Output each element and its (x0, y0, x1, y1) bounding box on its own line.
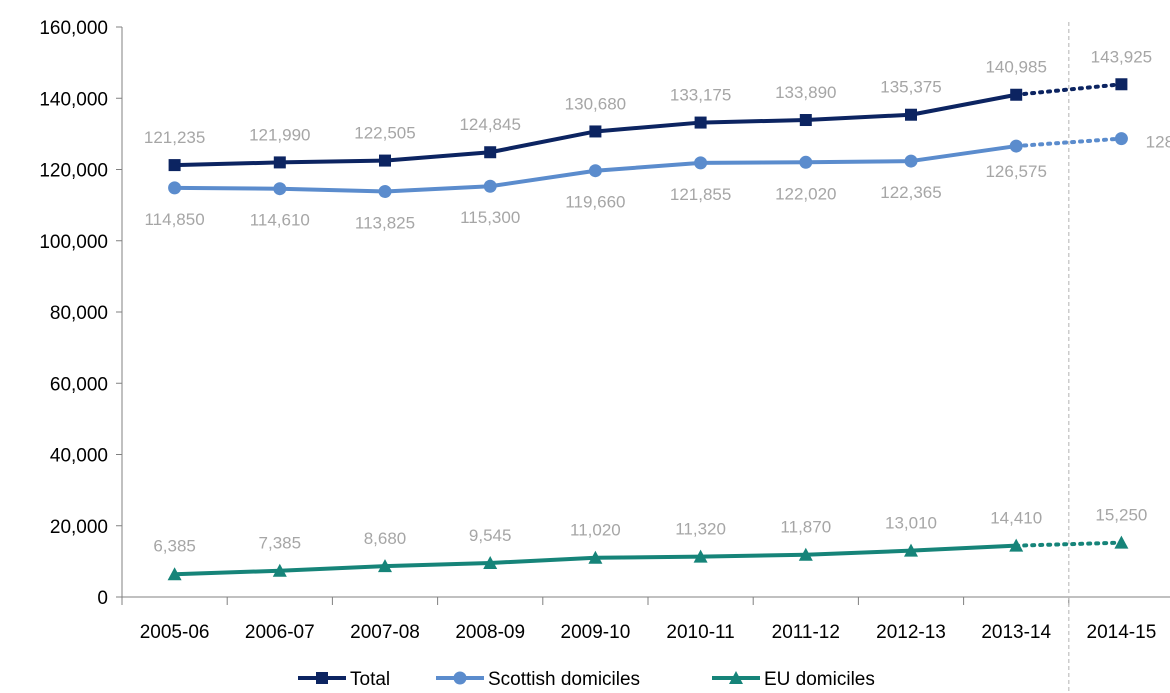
data-label: 11,320 (675, 520, 726, 539)
scottish-marker (273, 182, 287, 196)
data-label: 121,855 (670, 185, 731, 204)
y-tick-label: 160,000 (39, 18, 108, 39)
scottish-marker (799, 155, 813, 169)
total-marker (905, 108, 917, 121)
y-tick-label: 60,000 (50, 374, 108, 395)
data-label: 143,925 (1091, 47, 1152, 66)
data-label: 114,850 (144, 210, 204, 229)
y-tick-label: 100,000 (39, 232, 108, 253)
scottish-marker (168, 181, 182, 195)
data-label: 15,250 (1095, 506, 1147, 525)
data-label: 122,505 (354, 124, 415, 143)
data-label: 7,385 (259, 534, 302, 553)
data-label: 115,300 (460, 208, 520, 227)
x-tick-label: 2009-10 (561, 622, 631, 643)
y-tick-label: 80,000 (50, 303, 108, 324)
total-marker (273, 156, 286, 169)
eu-marker (483, 555, 498, 569)
data-label: 11,020 (570, 521, 621, 540)
total-marker (379, 154, 391, 167)
total-marker (1010, 88, 1023, 101)
legend-label: EU domiciles (764, 669, 875, 690)
data-label: 121,235 (144, 128, 205, 147)
legend-square-marker (316, 672, 328, 684)
data-label: 140,985 (985, 58, 1046, 77)
series-projection-1 (1014, 136, 1124, 149)
x-tick-label: 2008-09 (455, 622, 525, 643)
scottish-marker (1009, 139, 1023, 153)
data-label: 126,575 (985, 162, 1046, 181)
total-marker (799, 114, 812, 127)
legend-triangle-marker (729, 671, 743, 684)
x-tick-label: 2007-08 (350, 622, 420, 643)
x-tick-label: 2010-11 (666, 622, 734, 643)
total-marker (1115, 78, 1128, 91)
scottish-marker (1114, 132, 1128, 146)
data-label: 11,870 (780, 518, 831, 537)
legend-circle-marker (453, 671, 467, 685)
data-label: 128,675 (1146, 133, 1170, 152)
data-label: 113,825 (355, 213, 415, 232)
scottish-marker (694, 156, 708, 170)
data-label: 124,845 (459, 115, 520, 134)
legend: Total Scottish domiciles EU domiciles (298, 669, 875, 690)
eu-marker (798, 547, 813, 561)
series-lines (174, 82, 1124, 577)
scottish-marker (904, 154, 918, 168)
series-projection-0 (1014, 82, 1124, 97)
data-label: 6,385 (153, 536, 196, 555)
data-label: 14,410 (990, 509, 1042, 528)
scottish-marker (588, 164, 602, 178)
eu-marker (588, 550, 603, 564)
eu-marker (904, 543, 918, 557)
data-label: 130,680 (565, 94, 626, 113)
scottish-marker (378, 184, 392, 198)
data-label: 8,680 (364, 529, 407, 548)
data-label: 133,890 (775, 83, 836, 102)
eu-marker (693, 549, 708, 563)
y-tick-label: 120,000 (39, 161, 108, 182)
series-markers (167, 78, 1129, 581)
eu-marker (167, 567, 182, 581)
scottish-marker (483, 179, 497, 193)
x-tick-label: 2006-07 (245, 622, 315, 643)
y-tick-label: 0 (97, 588, 108, 609)
x-tick-label: 2011-12 (772, 622, 840, 643)
data-label: 119,660 (565, 193, 625, 212)
data-label: 122,020 (775, 184, 836, 203)
data-label: 135,375 (880, 78, 941, 97)
data-label: 122,365 (880, 183, 941, 202)
legend-label: Total (350, 669, 390, 690)
data-label: 9,545 (469, 526, 512, 545)
data-label: 114,610 (250, 211, 310, 230)
data-label: 13,010 (885, 514, 937, 533)
x-tick-label: 2005-06 (140, 622, 210, 643)
x-tick-label: 2014-15 (1087, 622, 1157, 643)
total-marker (589, 125, 602, 138)
legend-label: Scottish domiciles (488, 669, 640, 690)
axes: 0 20,000 40,000 60,000 80,000 100,000 120,000 1… (39, 18, 1170, 693)
total-marker (484, 146, 497, 159)
x-tick-label: 2012-13 (876, 622, 946, 643)
total-marker (694, 116, 707, 129)
total-marker (168, 159, 181, 172)
eu-marker (272, 563, 287, 577)
y-tick-label: 140,000 (39, 89, 108, 110)
x-tick-label: 2013-14 (981, 622, 1051, 643)
data-label: 133,175 (670, 86, 731, 105)
eu-marker (378, 559, 392, 573)
series-projection-2 (1014, 540, 1124, 548)
eu-marker (1009, 538, 1024, 552)
data-labels: 121,235 121,990 122,505 124,845 130,680 133,1… (144, 47, 1170, 555)
y-tick-label: 20,000 (50, 517, 108, 538)
eu-marker (1114, 535, 1129, 549)
data-label: 121,990 (249, 125, 310, 144)
y-tick-label: 40,000 (50, 446, 108, 467)
